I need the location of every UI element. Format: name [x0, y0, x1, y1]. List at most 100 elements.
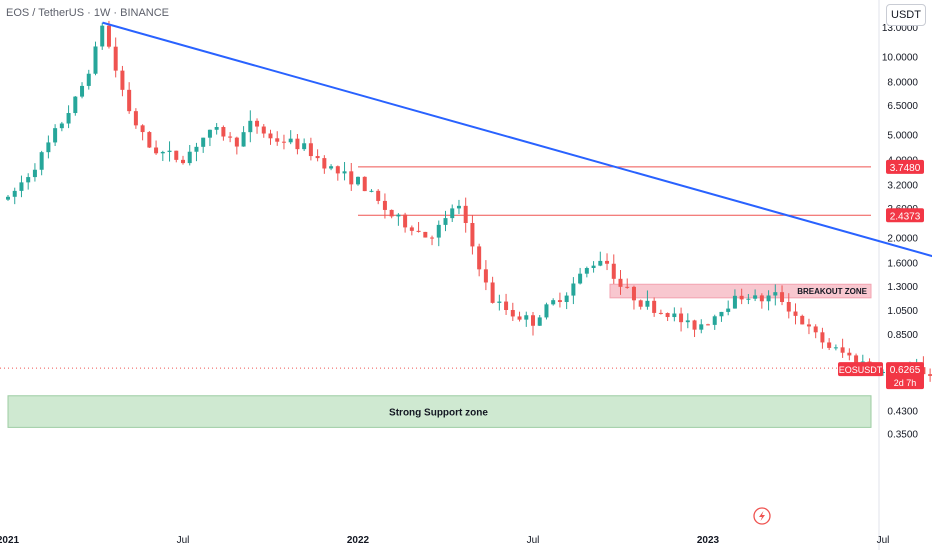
candle — [820, 332, 825, 343]
candle — [26, 177, 31, 183]
candle — [73, 96, 78, 114]
candle — [6, 196, 10, 200]
candle — [699, 324, 704, 330]
candle — [46, 142, 51, 153]
candle — [611, 263, 616, 279]
candle — [840, 347, 845, 353]
candle — [32, 169, 37, 178]
candle — [854, 355, 859, 363]
currency-button[interactable]: USDT — [886, 4, 926, 26]
descending-trendline[interactable] — [102, 21, 932, 428]
candle — [800, 315, 805, 325]
candle — [497, 301, 502, 303]
candle — [12, 190, 17, 197]
candle — [652, 300, 657, 313]
support-zone — [7, 395, 872, 428]
candle — [255, 120, 260, 127]
candle — [19, 182, 24, 191]
candle — [436, 224, 441, 238]
candle — [214, 127, 219, 130]
symbol-badge — [838, 362, 883, 377]
candle — [261, 126, 266, 134]
candle — [248, 120, 253, 133]
level-price-badge — [886, 159, 924, 174]
candle — [376, 190, 381, 201]
candle — [531, 315, 535, 326]
candle — [268, 133, 273, 139]
zones-layer: BREAKOUT ZONE Strong Support zone — [7, 283, 872, 428]
candle — [53, 128, 58, 143]
price-tick-label: 1.3000 — [887, 282, 918, 293]
time-tick-label: 2021 — [0, 535, 20, 546]
candle — [537, 317, 542, 326]
bar-countdown: 2d 7h — [894, 378, 917, 388]
level-price-badge — [886, 208, 924, 223]
candle — [584, 267, 589, 274]
price-tick-label: 0.4300 — [887, 406, 918, 417]
candle — [409, 227, 414, 231]
candle — [786, 302, 791, 312]
candle — [133, 111, 138, 126]
candle — [140, 125, 145, 133]
candle — [423, 231, 428, 238]
price-tick-label: 8.0000 — [887, 78, 918, 89]
candle — [766, 295, 771, 302]
time-tick-label: Jul — [877, 535, 890, 546]
candle — [80, 85, 85, 97]
candle — [349, 171, 354, 185]
candle — [302, 143, 307, 150]
candle — [93, 46, 98, 74]
candle — [510, 310, 515, 317]
candle — [187, 151, 192, 164]
candle — [726, 308, 731, 312]
candle — [362, 176, 367, 192]
level-price-badge-text: 3.7480 — [890, 163, 921, 174]
candle — [234, 137, 239, 147]
candle — [167, 150, 172, 152]
candle — [100, 25, 105, 47]
candle — [773, 292, 778, 296]
candle — [483, 269, 488, 283]
candle — [504, 301, 509, 311]
candle — [113, 46, 118, 71]
candle — [86, 73, 91, 86]
candle — [322, 158, 327, 169]
candle — [719, 311, 724, 317]
candle — [591, 265, 596, 268]
levels-layer — [0, 166, 871, 369]
candle — [732, 295, 737, 309]
candle — [127, 89, 132, 112]
candle — [416, 230, 421, 232]
candle — [470, 223, 475, 247]
candle — [739, 295, 744, 300]
candle — [746, 298, 751, 300]
candle — [154, 147, 159, 154]
candle — [598, 260, 603, 266]
lightning-icon[interactable] — [753, 507, 771, 525]
candle — [59, 123, 64, 129]
price-badges: 3.7480 2.4373 EOSUSDT 0.6265 2d 7h — [838, 159, 924, 390]
candle — [672, 313, 677, 318]
candle — [147, 132, 152, 148]
trendline-layer — [102, 21, 932, 428]
candle — [827, 342, 832, 348]
candle — [342, 171, 347, 174]
price-tick-label: 2.0000 — [887, 234, 918, 245]
candle — [396, 214, 401, 217]
candle — [382, 200, 387, 210]
candle — [571, 283, 576, 296]
candle — [517, 316, 522, 320]
candle — [443, 218, 448, 225]
candle — [551, 300, 556, 305]
time-tick-label: 2023 — [697, 535, 720, 546]
candle — [685, 320, 690, 323]
candle — [281, 141, 286, 143]
time-tick-label: Jul — [177, 535, 190, 546]
candle — [928, 374, 932, 376]
price-tick-label: 3.2000 — [887, 181, 918, 192]
candle — [759, 295, 764, 302]
last-price-badge — [886, 362, 924, 390]
candle — [241, 132, 246, 147]
candle — [120, 70, 125, 90]
